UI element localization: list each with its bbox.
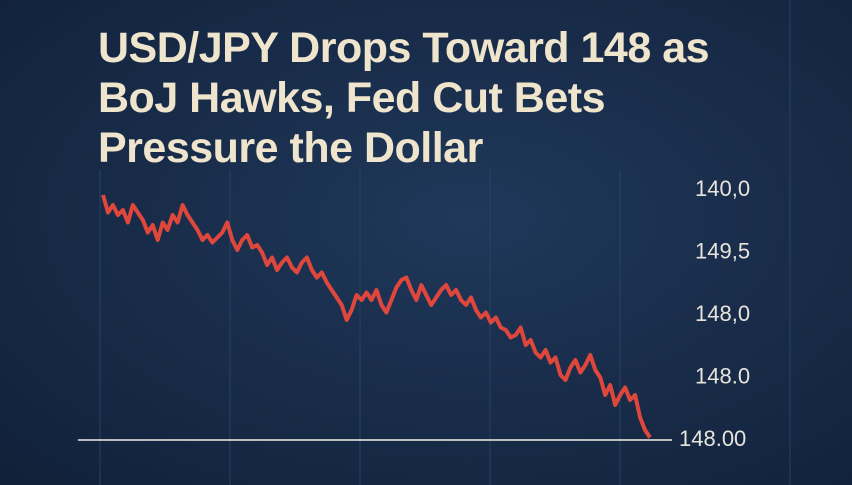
y-tick-label: 148.00 bbox=[679, 426, 746, 451]
y-tick-label: 148.0 bbox=[695, 363, 750, 388]
y-tick-label: 149,5 bbox=[695, 238, 750, 263]
title-line: Pressure the Dollar bbox=[98, 124, 484, 172]
plot: 140,0 149,5 148,0 148.0 148.00 bbox=[78, 176, 750, 451]
background-grid bbox=[99, 0, 791, 485]
y-tick-label: 140,0 bbox=[695, 176, 750, 201]
price-line bbox=[101, 194, 652, 439]
y-tick-label: 148,0 bbox=[695, 301, 750, 326]
title-line: BoJ Hawks, Fed Cut Bets bbox=[98, 74, 605, 122]
title-line: USD/JPY Drops Toward 148 as bbox=[98, 24, 709, 72]
